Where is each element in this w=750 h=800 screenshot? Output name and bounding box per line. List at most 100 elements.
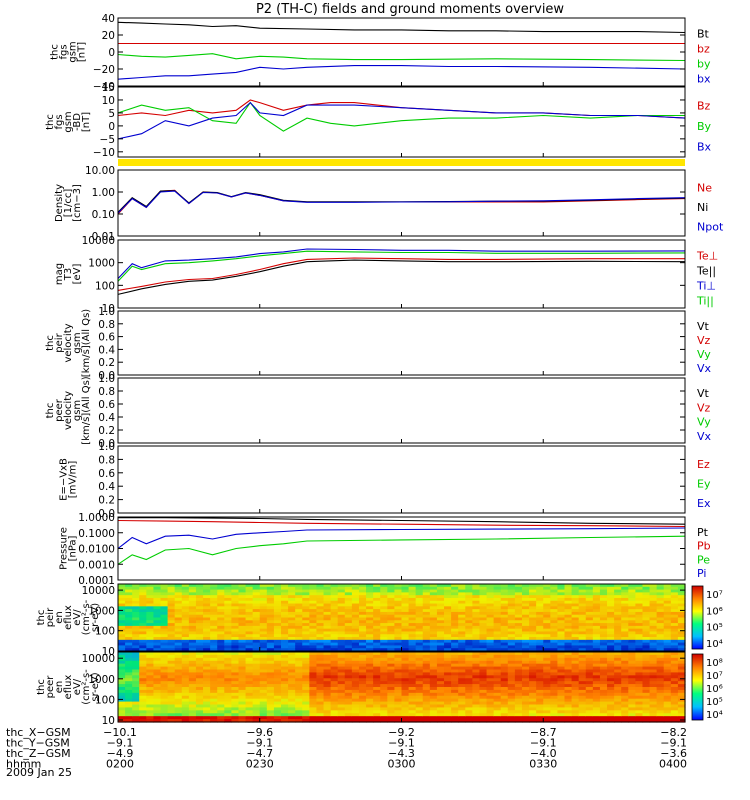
heatmap-cell (238, 595, 247, 599)
heatmap-cell (118, 652, 126, 656)
heatmap-cell (628, 631, 636, 635)
heatmap-cell (394, 687, 403, 691)
heatmap-cell (387, 586, 396, 591)
heatmap-cell (252, 631, 261, 635)
heatmap-cell (472, 652, 481, 656)
heatmap-cell (118, 611, 126, 616)
heatmap-cell (188, 606, 197, 610)
heatmap-cell (429, 701, 438, 706)
heatmap-cell (344, 628, 353, 633)
heatmap-cell (295, 639, 303, 644)
heatmap-cell (529, 669, 537, 674)
heatmap-cell (125, 707, 133, 711)
heatmap-cell (245, 666, 254, 671)
heatmap-cell (273, 689, 282, 694)
heatmap-cell (181, 634, 190, 638)
heatmap-cell (444, 666, 452, 671)
heatmap-cell (465, 675, 473, 679)
heatmap-cell (351, 684, 360, 688)
heatmap-cell (642, 623, 651, 627)
heatmap-cell (309, 606, 318, 610)
heatmap-cell (543, 704, 551, 709)
heatmap-cell (245, 713, 254, 717)
heatmap-cell (429, 609, 438, 613)
heatmap-cell (387, 654, 396, 659)
heatmap-cell (585, 584, 594, 588)
heatmap-cell (181, 704, 190, 709)
heatmap-cell (514, 669, 523, 674)
heatmap-cell (663, 692, 672, 697)
heatmap-cell (557, 634, 566, 638)
heatmap-cell (564, 617, 573, 621)
heatmap-cell (266, 713, 275, 717)
heatmap-cell (401, 617, 410, 621)
heatmap-cell (224, 642, 232, 647)
heatmap-cell (507, 600, 516, 605)
heatmap-cell (351, 654, 360, 659)
heatmap-cell (281, 660, 289, 665)
heatmap-cell (252, 719, 261, 723)
heatmap-cell (387, 698, 396, 703)
heatmap-cell (677, 645, 686, 649)
heatmap-cell (309, 648, 318, 652)
heatmap-cell (273, 631, 282, 635)
heatmap-cell (281, 713, 289, 717)
heatmap-cell (458, 719, 466, 723)
heatmap-cell (649, 692, 658, 697)
heatmap-cell (125, 584, 133, 588)
heatmap-cell (635, 663, 644, 668)
heatmap-cell (174, 669, 183, 674)
heatmap-cell (649, 614, 658, 619)
heatmap-cell (316, 648, 325, 652)
heatmap-cell (557, 597, 566, 602)
heatmap-cell (160, 642, 169, 647)
heatmap-cell (238, 589, 247, 593)
heatmap-cell (337, 637, 346, 641)
heatmap-cell (479, 675, 488, 679)
heatmap-cell (203, 617, 211, 621)
heatmap-cell (302, 609, 310, 613)
heatmap-cell (288, 609, 296, 613)
heatmap-cell (181, 681, 190, 685)
heatmap-cell (217, 586, 225, 591)
heatmap-cell (571, 620, 580, 624)
heatmap-cell (628, 652, 636, 656)
heatmap-cell (132, 609, 140, 613)
heatmap-cell (422, 660, 431, 665)
heatmap-cell (514, 675, 523, 679)
heatmap-cell (536, 639, 544, 644)
heatmap-cell (592, 592, 601, 596)
heatmap-cell (224, 660, 232, 665)
heatmap-cell (614, 592, 622, 596)
heatmap-cell (465, 642, 473, 647)
heatmap-cell (188, 660, 197, 665)
heatmap-cell (387, 692, 396, 697)
heatmap-cell (181, 645, 190, 649)
heatmap-cell (380, 595, 388, 599)
heatmap-cell (309, 637, 318, 641)
heatmap-cell (628, 654, 636, 659)
heatmap-cell (429, 625, 438, 630)
heatmap-cell (415, 687, 424, 691)
heatmap-cell (578, 642, 587, 647)
heatmap-cell (543, 669, 551, 674)
heatmap-cell (302, 669, 310, 674)
heatmap-cell (210, 707, 218, 711)
heatmap-cell (273, 678, 282, 682)
heatmap-cell (366, 689, 374, 694)
heatmap-cell (486, 687, 495, 691)
heatmap-cell (458, 645, 466, 649)
heatmap-cell (451, 642, 459, 647)
heatmap-cell (401, 642, 410, 647)
heatmap-cell (401, 678, 410, 682)
heatmap-cell (401, 713, 410, 717)
heatmap-cell (536, 704, 544, 709)
heatmap-cell (174, 597, 183, 602)
heatmap-cell (380, 716, 388, 720)
heatmap-cell (203, 639, 211, 644)
heatmap-cell (514, 713, 523, 717)
heatmap-cell (408, 684, 417, 688)
heatmap-cell (564, 654, 573, 659)
heatmap-cell (486, 669, 495, 674)
heatmap-cell (139, 652, 147, 656)
